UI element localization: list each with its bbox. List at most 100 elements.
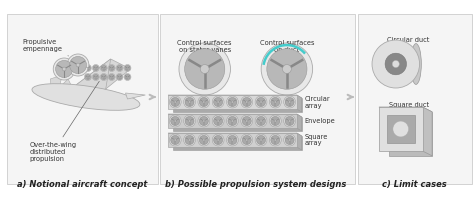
Circle shape xyxy=(289,101,291,103)
Polygon shape xyxy=(50,75,62,93)
Text: Control surfaces
on stator vanes: Control surfaces on stator vanes xyxy=(177,40,232,53)
Circle shape xyxy=(185,49,225,89)
Circle shape xyxy=(231,120,234,122)
Polygon shape xyxy=(297,133,302,150)
Circle shape xyxy=(174,120,176,122)
Circle shape xyxy=(231,139,234,141)
Circle shape xyxy=(169,134,181,146)
Circle shape xyxy=(185,116,194,125)
Circle shape xyxy=(214,98,223,107)
Bar xyxy=(379,107,422,151)
Circle shape xyxy=(198,134,210,146)
Circle shape xyxy=(100,73,107,81)
Circle shape xyxy=(256,136,265,145)
Circle shape xyxy=(108,64,115,72)
Circle shape xyxy=(198,115,210,127)
Circle shape xyxy=(124,73,131,81)
Circle shape xyxy=(241,134,253,146)
Polygon shape xyxy=(297,114,302,131)
Circle shape xyxy=(87,67,89,69)
Circle shape xyxy=(171,116,180,125)
Circle shape xyxy=(231,101,234,103)
Circle shape xyxy=(260,120,262,122)
Bar xyxy=(160,14,355,184)
Circle shape xyxy=(183,96,195,108)
Circle shape xyxy=(269,115,281,127)
Circle shape xyxy=(95,67,96,69)
Circle shape xyxy=(212,96,224,108)
Circle shape xyxy=(92,73,99,81)
Circle shape xyxy=(185,136,194,145)
Circle shape xyxy=(260,139,262,141)
Circle shape xyxy=(203,139,205,141)
Circle shape xyxy=(174,139,176,141)
Circle shape xyxy=(101,74,106,80)
Circle shape xyxy=(67,54,89,76)
Circle shape xyxy=(189,101,191,103)
Circle shape xyxy=(372,40,419,88)
Circle shape xyxy=(124,64,131,72)
Circle shape xyxy=(284,115,296,127)
Circle shape xyxy=(93,65,99,71)
Bar xyxy=(173,98,302,112)
Circle shape xyxy=(217,120,219,122)
Circle shape xyxy=(256,98,265,107)
Circle shape xyxy=(217,101,219,103)
Circle shape xyxy=(260,101,262,103)
Circle shape xyxy=(127,67,128,69)
Polygon shape xyxy=(379,107,432,112)
Circle shape xyxy=(269,134,281,146)
Bar xyxy=(173,117,302,131)
Circle shape xyxy=(189,120,191,122)
Circle shape xyxy=(174,101,176,103)
Circle shape xyxy=(117,65,122,71)
Polygon shape xyxy=(168,133,302,136)
Circle shape xyxy=(62,67,66,71)
Bar xyxy=(387,115,415,143)
Circle shape xyxy=(85,74,91,80)
Polygon shape xyxy=(422,107,432,156)
Polygon shape xyxy=(126,93,146,99)
Circle shape xyxy=(284,96,296,108)
Circle shape xyxy=(242,116,251,125)
Circle shape xyxy=(246,139,248,141)
Circle shape xyxy=(171,98,180,107)
Bar xyxy=(168,95,297,109)
Circle shape xyxy=(201,65,209,73)
Circle shape xyxy=(242,98,251,107)
Bar xyxy=(358,14,472,184)
Circle shape xyxy=(255,96,267,108)
Circle shape xyxy=(203,120,205,122)
Circle shape xyxy=(198,96,210,108)
Polygon shape xyxy=(76,59,110,99)
Bar xyxy=(173,136,302,150)
Circle shape xyxy=(93,74,99,80)
Circle shape xyxy=(284,134,296,146)
Circle shape xyxy=(214,136,223,145)
Circle shape xyxy=(285,116,294,125)
Circle shape xyxy=(116,73,123,81)
Circle shape xyxy=(169,115,181,127)
Circle shape xyxy=(103,76,104,78)
Circle shape xyxy=(119,67,120,69)
Circle shape xyxy=(125,74,130,80)
Circle shape xyxy=(274,101,276,103)
Circle shape xyxy=(392,60,400,68)
Circle shape xyxy=(246,101,248,103)
Circle shape xyxy=(200,116,208,125)
Circle shape xyxy=(285,98,294,107)
Circle shape xyxy=(169,96,181,108)
Polygon shape xyxy=(76,59,130,89)
Circle shape xyxy=(87,76,89,78)
Circle shape xyxy=(53,58,75,80)
Circle shape xyxy=(255,115,267,127)
Bar xyxy=(7,14,158,184)
Circle shape xyxy=(271,98,280,107)
Circle shape xyxy=(84,73,91,81)
Circle shape xyxy=(200,98,208,107)
Circle shape xyxy=(228,98,237,107)
Circle shape xyxy=(227,96,238,108)
Circle shape xyxy=(109,65,114,71)
Circle shape xyxy=(125,65,130,71)
Text: Square
array: Square array xyxy=(305,134,328,147)
